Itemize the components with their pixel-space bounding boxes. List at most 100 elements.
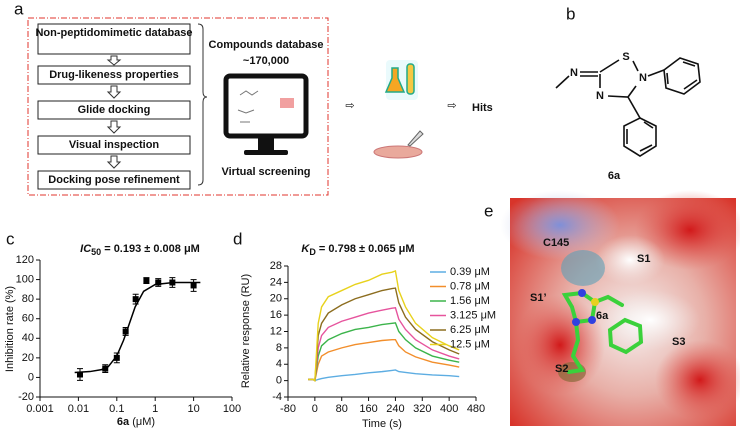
panel-label: d	[233, 229, 242, 248]
title-part: = 0.193 ± 0.008 μM	[101, 243, 200, 255]
series-line	[308, 369, 460, 382]
step-text: Docking pose refinement	[48, 174, 180, 186]
x-axis-label: Time (s)	[362, 418, 402, 430]
y-tick-label: 40	[22, 332, 34, 344]
x-tick-label: 320	[413, 403, 431, 415]
screening-text: Virtual screening	[221, 166, 310, 178]
y-tick-label: 60	[22, 313, 34, 325]
y-tick-label: 100	[16, 273, 34, 285]
y-tick-label: 120	[16, 254, 34, 266]
legend-label: 12.5 μM	[450, 338, 490, 350]
step-text: Visual inspection	[69, 139, 160, 151]
site-label: S3	[672, 336, 685, 348]
title-part: K	[301, 243, 310, 255]
step-text: Non-peptidomimetic database	[35, 27, 192, 39]
y-tick-label: -20	[18, 391, 34, 403]
panel-label: e	[484, 201, 493, 220]
x-tick-label: 400	[440, 403, 458, 415]
atom: N	[639, 72, 647, 84]
data-point	[155, 279, 162, 286]
y-tick-label: -4	[272, 391, 282, 403]
series-line	[308, 306, 460, 382]
x-tick-label: 240	[386, 403, 404, 415]
molecule	[555, 57, 701, 157]
y-tick-label: 12	[270, 325, 282, 337]
compound-label: 6a	[608, 170, 621, 182]
workflow-frame	[27, 17, 329, 196]
step-box	[37, 135, 191, 155]
y-tick-label: 0	[28, 371, 34, 383]
y-tick-label: 16	[270, 309, 282, 321]
dish-icon	[373, 130, 424, 159]
step-box	[37, 23, 191, 55]
panel-label: a	[14, 0, 24, 18]
atom: N	[596, 90, 604, 102]
surface-image	[500, 190, 740, 426]
y-tick-label: 28	[270, 260, 282, 272]
series-line	[308, 338, 460, 382]
title-part: IC	[80, 243, 92, 255]
series-line	[308, 269, 460, 382]
y-tick-label: 8	[276, 342, 282, 354]
chart-title: KD = 0.798 ± 0.065 μM	[301, 243, 414, 257]
hits-text: Hits	[472, 102, 493, 114]
data-point	[102, 365, 109, 372]
step-box	[37, 100, 191, 120]
atom: S	[622, 51, 629, 63]
legend-label: 0.39 μM	[450, 266, 490, 278]
panel-label: c	[6, 229, 15, 248]
arrow: ⇨	[447, 100, 456, 112]
data-point	[122, 328, 129, 335]
step-box	[37, 170, 191, 190]
data-point	[190, 282, 197, 289]
x-tick-label: 1	[152, 403, 158, 415]
x-tick-label: 10	[187, 403, 199, 415]
arrow: ⇨	[345, 100, 354, 112]
x-tick-label: 80	[336, 403, 348, 415]
legend-label: 0.78 μM	[450, 280, 490, 292]
atom: N	[570, 67, 578, 79]
panel-label: b	[566, 4, 575, 23]
y-tick-label: 80	[22, 293, 34, 305]
y-axis-label: Relative response (RU)	[240, 274, 252, 388]
x-axis-label: 6a (μM)	[117, 416, 155, 428]
x-tick-label: 160	[359, 403, 377, 415]
database-text: ~170,000	[243, 55, 289, 67]
step-text: Glide docking	[78, 104, 151, 116]
x-tick-label: 100	[223, 403, 241, 415]
site-label: 6a	[596, 310, 609, 322]
site-label: S1’	[530, 292, 547, 304]
step-line: Non-peptidomimetic database	[35, 27, 192, 39]
site-label: S1	[637, 253, 650, 265]
monitor-icon	[223, 73, 309, 155]
title-part: = 0.798 ± 0.065 μM	[316, 243, 415, 255]
y-axis-label: Inhibition rate (%)	[4, 286, 16, 372]
title-sub: 50	[91, 247, 101, 257]
step-text: Drug-likeness properties	[49, 69, 179, 81]
data-point	[113, 354, 120, 361]
x-tick-label: 480	[467, 403, 485, 415]
y-tick-label: 20	[270, 293, 282, 305]
site-label: C145	[543, 237, 569, 249]
legend-label: 6.25 μM	[450, 324, 490, 336]
x-tick-label: 0.01	[68, 403, 89, 415]
x-label-part: 6a	[117, 416, 130, 428]
x-tick-label: 0	[312, 403, 318, 415]
x-tick-label: 0.001	[26, 403, 54, 415]
chart-title: IC50 = 0.193 ± 0.008 μM	[80, 243, 200, 257]
title-sub: D	[309, 247, 316, 257]
legend-label: 1.56 μM	[450, 295, 490, 307]
fit-curve	[74, 281, 201, 374]
x-tick-label: 0.1	[109, 403, 124, 415]
series-line	[308, 287, 460, 382]
bracket	[197, 23, 208, 186]
data-point	[143, 277, 150, 284]
y-tick-label: 4	[276, 358, 282, 370]
y-tick-label: 0	[276, 375, 282, 387]
data-point	[132, 296, 139, 303]
x-label-part: (μM)	[129, 416, 155, 428]
y-tick-label: 20	[22, 352, 34, 364]
database-text: Compounds database	[209, 39, 324, 51]
